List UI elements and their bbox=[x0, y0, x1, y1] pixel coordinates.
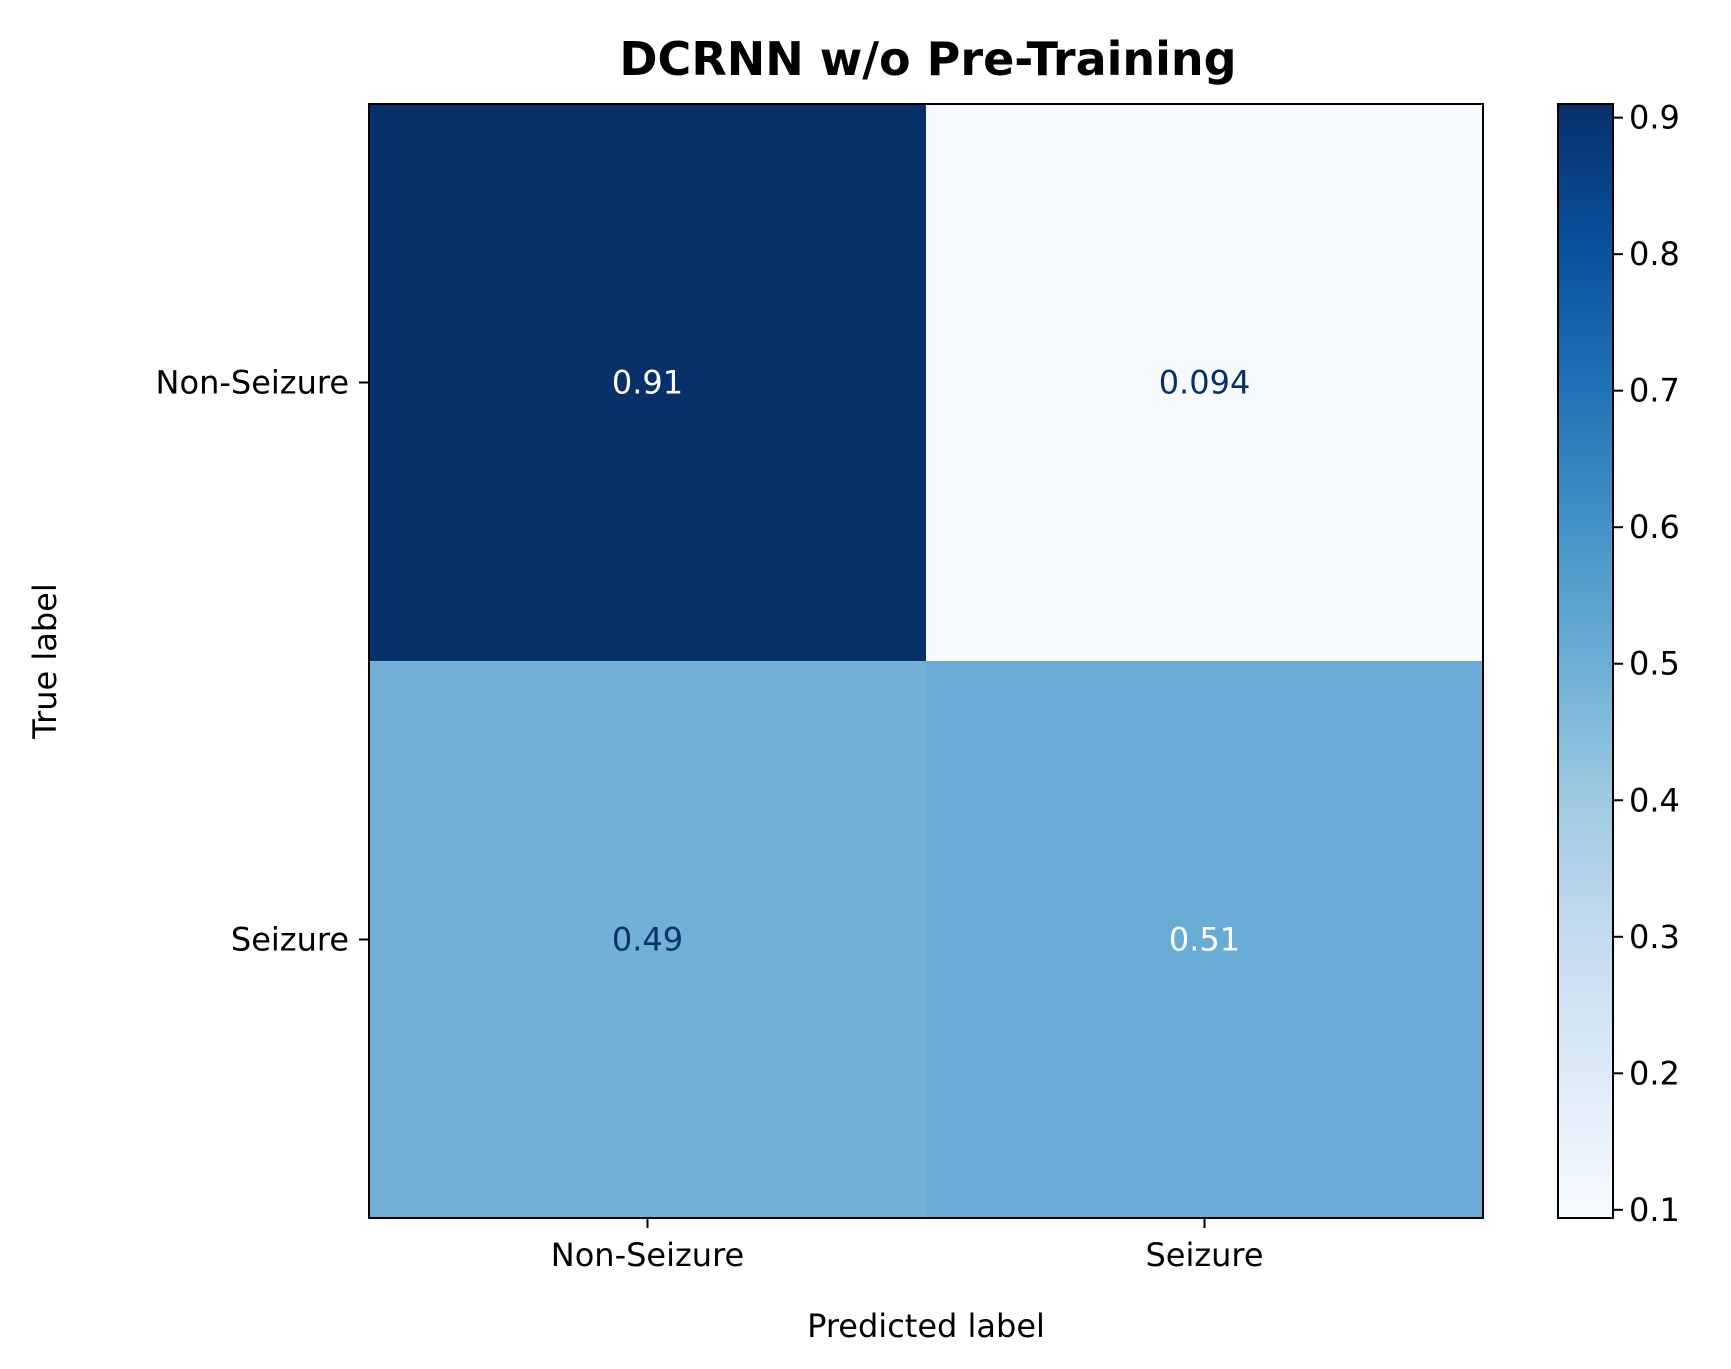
y-axis-ticks: Non-Seizure Seizure bbox=[156, 364, 369, 959]
y-axis-label: True label bbox=[26, 583, 64, 740]
colorbar-tick-label: 0.4 bbox=[1629, 781, 1680, 819]
x-tick-label: Non-Seizure bbox=[551, 1236, 744, 1274]
colorbar-tick-label: 0.5 bbox=[1629, 645, 1680, 683]
heatmap-cell bbox=[926, 104, 1484, 662]
colorbar-tick-label: 0.8 bbox=[1629, 235, 1680, 273]
colorbar-ticks: 0.1 0.2 0.3 0.4 0.5 0.6 0.7 0.8 0.9 bbox=[1613, 99, 1680, 1229]
x-axis-label: Predicted label bbox=[807, 1307, 1045, 1345]
cell-value-label: 0.49 bbox=[612, 921, 683, 959]
colorbar-frame bbox=[1557, 103, 1614, 1219]
cell-value-label: 0.91 bbox=[612, 364, 683, 402]
colorbar-tick-label: 0.2 bbox=[1629, 1054, 1680, 1092]
x-tick-label: Seizure bbox=[1145, 1236, 1263, 1274]
heatmap-cell bbox=[369, 661, 927, 1219]
heatmap-cells bbox=[369, 104, 1484, 1219]
cell-value-label: 0.51 bbox=[1169, 921, 1240, 959]
y-tick-label: Seizure bbox=[231, 921, 349, 959]
cell-value-labels: 0.91 0.094 0.49 0.51 bbox=[612, 364, 1250, 959]
y-tick-label: Non-Seizure bbox=[156, 364, 349, 402]
chart-title: DCRNN w/o Pre-Training bbox=[619, 32, 1236, 86]
colorbar-tick-label: 0.3 bbox=[1629, 918, 1680, 956]
colorbar-tick-label: 0.6 bbox=[1629, 508, 1680, 546]
colorbar-tick-label: 0.7 bbox=[1629, 372, 1680, 410]
plot-frame bbox=[368, 103, 1484, 1219]
colorbar-tick-label: 0.9 bbox=[1629, 99, 1680, 137]
colorbar-tick-label: 0.1 bbox=[1629, 1191, 1680, 1229]
cell-value-label: 0.094 bbox=[1159, 364, 1251, 402]
heatmap-cell bbox=[926, 661, 1484, 1219]
x-axis-ticks: Non-Seizure Seizure bbox=[551, 1218, 1264, 1274]
heatmap-cell bbox=[369, 104, 927, 662]
colorbar-gradient bbox=[1558, 104, 1613, 1218]
